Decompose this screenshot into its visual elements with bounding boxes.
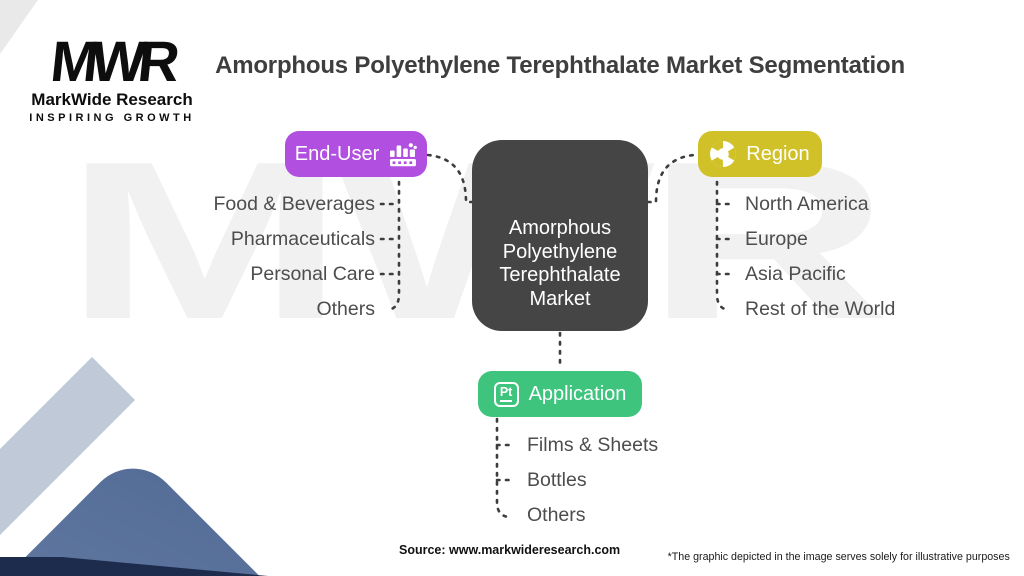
list-item: North America	[745, 193, 869, 215]
application-label: Application	[528, 382, 627, 405]
list-item: Others	[316, 298, 375, 320]
globe-icon	[710, 141, 737, 167]
markwide-logo: MWR MarkWide Research INSPIRING GROWTH	[28, 30, 196, 124]
region-label: Region	[746, 142, 810, 165]
central-node-line: Amorphous	[508, 217, 612, 239]
end-user-badge: End-User	[285, 131, 427, 177]
list-item: Bottles	[527, 469, 587, 491]
central-node-line: Polyethylene	[502, 240, 618, 263]
region-badge: Region	[698, 131, 822, 177]
end-user-items: Food & Beverages Pharmaceuticals Persona…	[60, 187, 375, 327]
page-title: Amorphous Polyethylene Terephthalate Mar…	[215, 52, 905, 79]
list-item: Others	[527, 504, 586, 526]
pt-element-icon: Pt	[493, 381, 519, 407]
list-item: Food & Beverages	[213, 193, 375, 215]
list-item: Europe	[745, 228, 808, 250]
end-user-label: End-User	[294, 142, 380, 165]
list-item: Asia Pacific	[745, 263, 846, 285]
application-badge: Pt Application	[478, 371, 642, 417]
region-items: North America Europe Asia Pacific Rest o…	[745, 187, 895, 327]
list-item: Personal Care	[250, 263, 375, 285]
disclaimer-text: *The graphic depicted in the image serve…	[667, 551, 1010, 563]
logo-company-name: MarkWide Research	[31, 90, 193, 109]
source-text: Source: www.markwideresearch.com	[399, 543, 621, 557]
list-item: Rest of the World	[745, 298, 896, 320]
logo-monogram: MWR	[47, 30, 177, 94]
central-market-node: Amorphous Polyethylene Terephthalate Mar…	[472, 140, 648, 331]
central-node-line: Terephthalate	[499, 264, 621, 286]
list-item: Films & Sheets	[527, 434, 659, 456]
list-item: Pharmaceuticals	[230, 228, 375, 250]
application-items: Films & Sheets Bottles Others	[527, 428, 658, 533]
logo-tagline: INSPIRING GROWTH	[29, 112, 195, 124]
central-node-line: Market	[529, 287, 591, 310]
factory-icon	[390, 143, 418, 167]
